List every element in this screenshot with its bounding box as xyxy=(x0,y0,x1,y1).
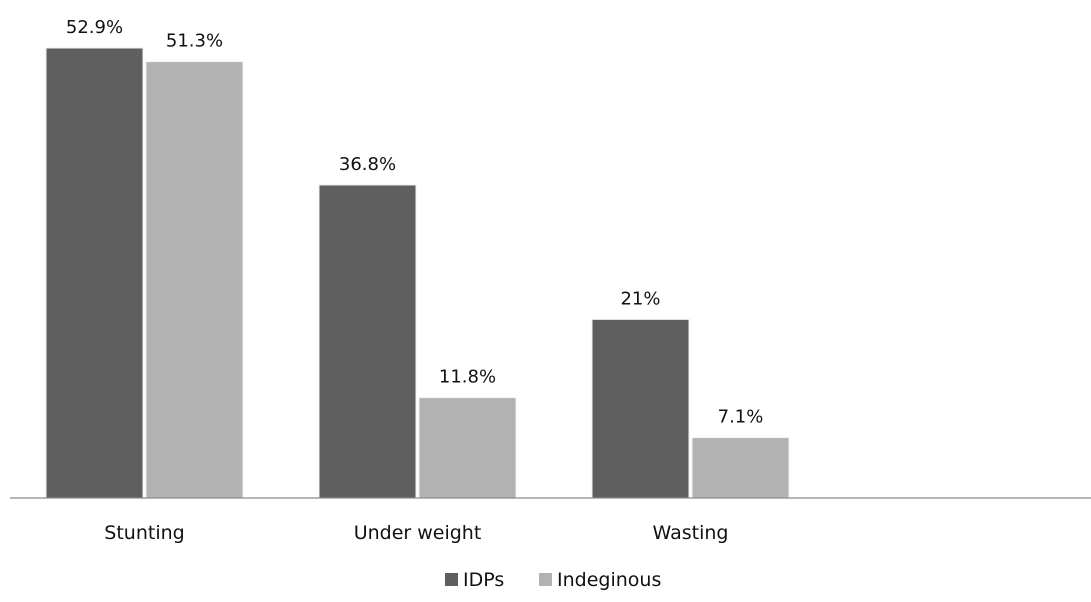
legend-label-indeginous: Indeginous xyxy=(557,569,661,591)
legend: IDPs Indeginous xyxy=(445,569,661,591)
category-label-stunting: Stunting xyxy=(104,522,184,544)
bar-indeginous-stunting xyxy=(145,61,244,499)
data-label-indeginous-wasting: 7.1% xyxy=(718,407,764,428)
data-label-indeginous-under-weight: 11.8% xyxy=(439,367,496,388)
data-label-idps-under-weight: 36.8% xyxy=(339,154,396,175)
legend-label-idps: IDPs xyxy=(463,569,504,591)
category-label-wasting: Wasting xyxy=(653,522,729,544)
bar-idps-under-weight xyxy=(318,184,417,499)
bar-idps-stunting xyxy=(45,47,144,499)
legend-swatch-idps xyxy=(445,573,458,586)
bar-indeginous-under-weight xyxy=(418,397,517,499)
data-label-indeginous-stunting: 51.3% xyxy=(166,31,223,52)
data-label-idps-wasting: 21% xyxy=(620,288,660,309)
bar-idps-wasting xyxy=(591,318,690,499)
bars-group xyxy=(45,47,790,499)
legend-swatch-indeginous xyxy=(539,573,552,586)
category-labels-group: Stunting Under weight Wasting xyxy=(104,522,728,544)
data-labels-group: 52.9% 51.3% 36.8% 11.8% 21% 7.1% xyxy=(66,17,763,428)
category-label-under-weight: Under weight xyxy=(354,522,482,544)
data-label-idps-stunting: 52.9% xyxy=(66,17,123,38)
bar-indeginous-wasting xyxy=(691,437,790,499)
